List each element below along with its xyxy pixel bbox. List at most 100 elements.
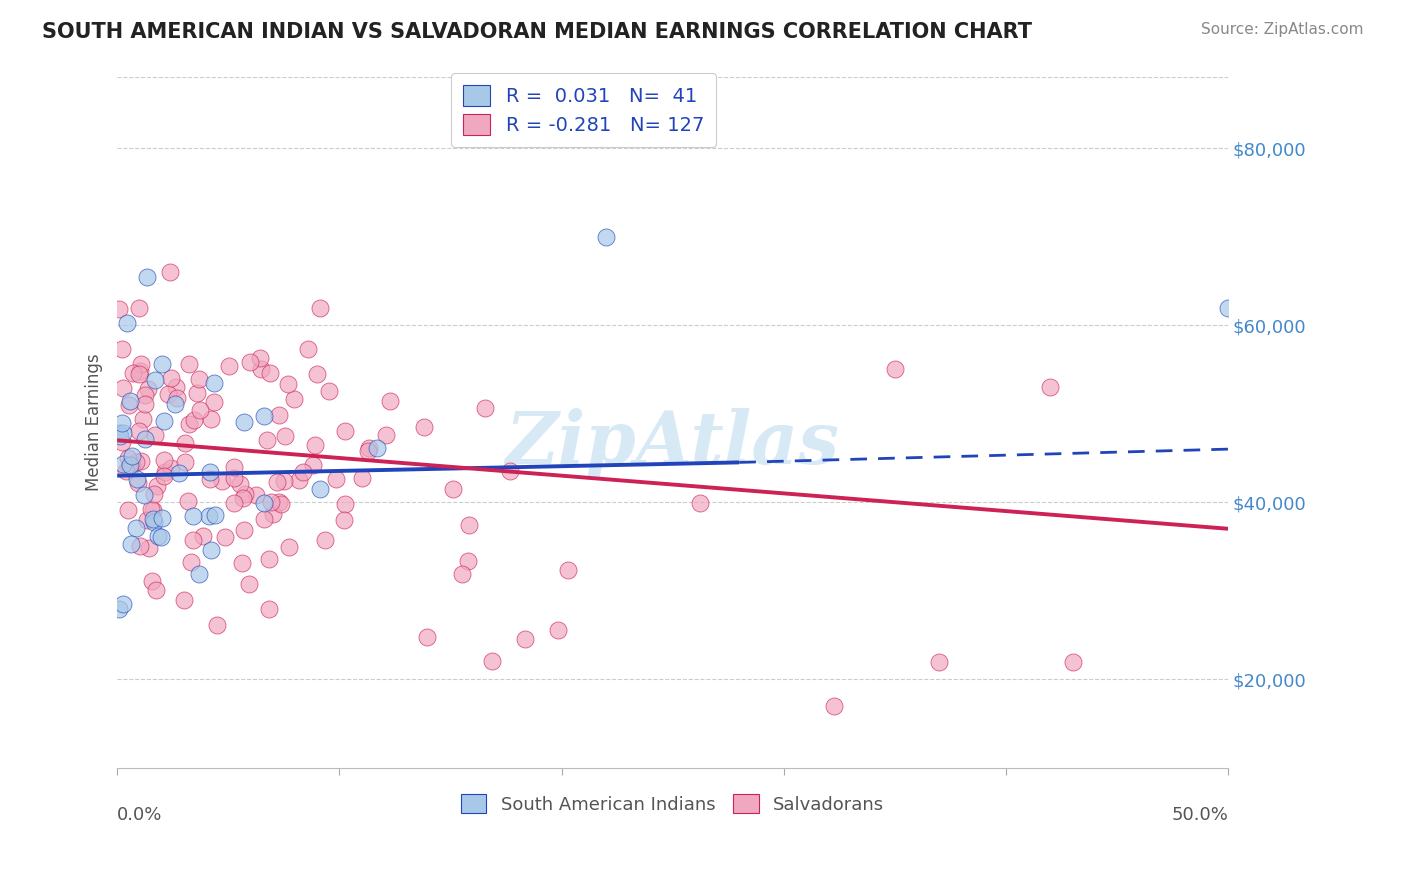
Point xyxy=(262,508,284,522)
Point xyxy=(180,554,202,568)
Point xyxy=(513,632,536,646)
Point xyxy=(451,567,474,582)
Point xyxy=(160,371,183,385)
Point xyxy=(142,511,165,525)
Point xyxy=(167,466,190,480)
Point xyxy=(218,359,240,373)
Point xyxy=(136,513,159,527)
Point xyxy=(202,376,225,391)
Point xyxy=(883,362,905,376)
Point xyxy=(115,464,138,478)
Point xyxy=(111,597,134,611)
Point xyxy=(547,623,569,637)
Point xyxy=(121,449,143,463)
Point xyxy=(304,437,326,451)
Point xyxy=(128,424,150,438)
Point xyxy=(120,394,142,409)
Point xyxy=(134,432,156,446)
Point xyxy=(111,457,134,471)
Point xyxy=(152,468,174,483)
Point xyxy=(499,464,522,478)
Point xyxy=(163,397,186,411)
Point xyxy=(125,471,148,485)
Point xyxy=(277,376,299,391)
Point xyxy=(333,424,356,438)
Point xyxy=(314,533,336,547)
Point xyxy=(179,358,201,372)
Point xyxy=(1039,380,1062,394)
Point xyxy=(122,366,145,380)
Point xyxy=(134,387,156,401)
Point xyxy=(118,397,141,411)
Point xyxy=(356,444,378,458)
Point xyxy=(308,482,330,496)
Point xyxy=(457,518,479,533)
Point xyxy=(117,451,139,466)
Point xyxy=(273,474,295,488)
Point xyxy=(253,496,276,510)
Point xyxy=(150,511,173,525)
Point xyxy=(132,488,155,502)
Point xyxy=(222,459,245,474)
Point xyxy=(823,698,845,713)
Y-axis label: Median Earnings: Median Earnings xyxy=(86,354,103,491)
Point xyxy=(335,498,357,512)
Point xyxy=(128,301,150,315)
Point xyxy=(1216,301,1239,315)
Point xyxy=(108,425,131,440)
Point xyxy=(228,477,250,491)
Point xyxy=(233,523,256,537)
Point xyxy=(111,435,134,450)
Point xyxy=(121,458,143,472)
Point xyxy=(183,413,205,427)
Point xyxy=(595,229,617,244)
Point xyxy=(187,566,209,581)
Point xyxy=(174,436,197,450)
Point xyxy=(111,382,134,396)
Point xyxy=(198,509,221,524)
Point xyxy=(198,472,221,486)
Point xyxy=(239,355,262,369)
Point xyxy=(173,592,195,607)
Text: SOUTH AMERICAN INDIAN VS SALVADORAN MEDIAN EARNINGS CORRELATION CHART: SOUTH AMERICAN INDIAN VS SALVADORAN MEDI… xyxy=(42,22,1032,42)
Text: ZipAtlas: ZipAtlas xyxy=(506,408,839,479)
Point xyxy=(157,387,180,401)
Point xyxy=(481,654,503,668)
Point xyxy=(111,342,134,356)
Point xyxy=(250,362,273,376)
Point xyxy=(288,473,311,487)
Point xyxy=(222,496,245,510)
Point xyxy=(127,475,149,490)
Point xyxy=(128,364,150,378)
Point xyxy=(202,394,225,409)
Point xyxy=(204,508,226,522)
Point xyxy=(120,458,142,472)
Point xyxy=(302,458,325,472)
Point xyxy=(211,474,233,488)
Point xyxy=(253,409,276,424)
Point xyxy=(283,392,305,406)
Point xyxy=(143,487,166,501)
Point xyxy=(231,556,253,570)
Point xyxy=(159,265,181,279)
Point xyxy=(357,441,380,455)
Point xyxy=(928,655,950,669)
Point xyxy=(260,495,283,509)
Point xyxy=(305,367,328,381)
Point xyxy=(166,391,188,405)
Point xyxy=(125,521,148,535)
Point xyxy=(145,479,167,493)
Point xyxy=(352,471,374,485)
Point xyxy=(136,382,159,396)
Point xyxy=(233,415,256,429)
Point xyxy=(245,488,267,502)
Point xyxy=(183,509,205,524)
Point xyxy=(297,342,319,356)
Point xyxy=(200,465,222,479)
Point xyxy=(141,574,163,589)
Point xyxy=(138,541,160,555)
Point xyxy=(380,393,402,408)
Point xyxy=(257,552,280,566)
Point xyxy=(222,470,245,484)
Point xyxy=(117,316,139,330)
